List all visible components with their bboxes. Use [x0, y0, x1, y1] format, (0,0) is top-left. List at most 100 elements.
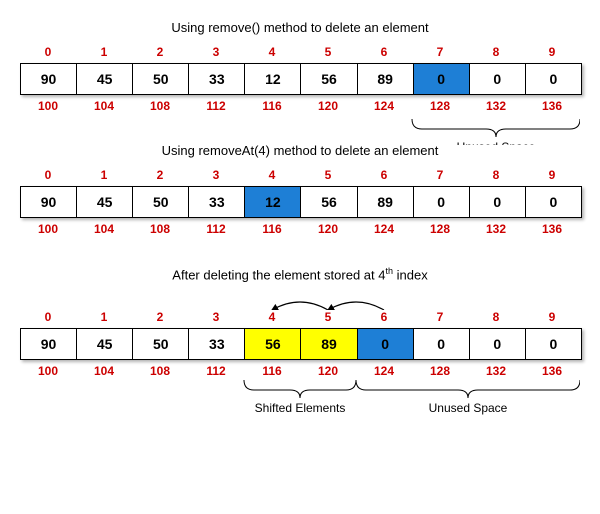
- index-cell: 8: [468, 168, 524, 182]
- overlay-1: Unused Space: [20, 45, 580, 145]
- array-2: 0123456789 90455033125689000 10010410811…: [20, 168, 580, 236]
- index-cell: 4: [244, 45, 300, 59]
- addr-cell: 132: [468, 99, 524, 113]
- addr-cell: 136: [524, 364, 580, 378]
- value-row-1: 90455033125689000: [20, 63, 582, 95]
- addr-cell: 136: [524, 222, 580, 236]
- section-after: After deleting the element stored at 4th…: [10, 266, 590, 378]
- index-cell: 0: [20, 310, 76, 324]
- array-cell: 56: [301, 64, 357, 94]
- array-cell: 50: [133, 64, 189, 94]
- title-2: Using removeAt(4) method to delete an el…: [10, 143, 590, 158]
- addr-cell: 104: [76, 364, 132, 378]
- value-row-3: 9045503356890000: [20, 328, 582, 360]
- svg-text:Unused Space: Unused Space: [429, 401, 508, 415]
- addr-cell: 108: [132, 99, 188, 113]
- array-cell: 90: [21, 64, 77, 94]
- addr-cell: 120: [300, 222, 356, 236]
- addr-cell: 116: [244, 364, 300, 378]
- addr-cell: 116: [244, 222, 300, 236]
- index-cell: 2: [132, 45, 188, 59]
- index-cell: 7: [412, 45, 468, 59]
- array-cell: 45: [77, 187, 133, 217]
- addr-cell: 108: [132, 222, 188, 236]
- addr-cell: 112: [188, 364, 244, 378]
- array-cell: 0: [414, 329, 470, 359]
- array-cell: 0: [470, 187, 526, 217]
- array-cell: 0: [526, 187, 581, 217]
- index-row-3: 0123456789: [20, 310, 580, 324]
- index-cell: 7: [412, 168, 468, 182]
- array-cell: 33: [189, 329, 245, 359]
- addr-row-1: 100104108112116120124128132136: [20, 99, 580, 113]
- index-row-2: 0123456789: [20, 168, 580, 182]
- addr-cell: 104: [76, 222, 132, 236]
- index-cell: 4: [244, 168, 300, 182]
- array-cell: 56: [301, 187, 357, 217]
- array-cell: 33: [189, 187, 245, 217]
- index-cell: 3: [188, 45, 244, 59]
- array-cell: 90: [21, 329, 77, 359]
- index-cell: 5: [300, 45, 356, 59]
- addr-cell: 124: [356, 222, 412, 236]
- array-3: 0123456789 9045503356890000 100104108112…: [20, 292, 580, 378]
- addr-cell: 112: [188, 222, 244, 236]
- svg-text:Shifted Elements: Shifted Elements: [255, 401, 346, 415]
- index-cell: 5: [300, 168, 356, 182]
- array-cell: 12: [245, 187, 301, 217]
- array-cell: 12: [245, 64, 301, 94]
- array-cell: 50: [133, 187, 189, 217]
- array-cell: 90: [21, 187, 77, 217]
- index-cell: 1: [76, 310, 132, 324]
- index-row-1: 0123456789: [20, 45, 580, 59]
- index-cell: 6: [356, 168, 412, 182]
- array-cell: 0: [414, 187, 470, 217]
- index-cell: 6: [356, 45, 412, 59]
- addr-cell: 124: [356, 364, 412, 378]
- array-cell: 45: [77, 64, 133, 94]
- addr-cell: 112: [188, 99, 244, 113]
- title-3: After deleting the element stored at 4th…: [10, 266, 590, 282]
- title-1: Using remove() method to delete an eleme…: [10, 20, 590, 35]
- array-cell: 89: [358, 187, 414, 217]
- addr-cell: 120: [300, 364, 356, 378]
- index-cell: 4: [244, 310, 300, 324]
- addr-cell: 100: [20, 99, 76, 113]
- array-cell: 0: [526, 329, 581, 359]
- index-cell: 8: [468, 45, 524, 59]
- addr-cell: 128: [412, 364, 468, 378]
- array-cell: 0: [526, 64, 581, 94]
- addr-cell: 132: [468, 364, 524, 378]
- array-cell: 0: [414, 64, 470, 94]
- array-cell: 0: [470, 329, 526, 359]
- index-cell: 2: [132, 168, 188, 182]
- addr-cell: 136: [524, 99, 580, 113]
- array-cell: 56: [245, 329, 301, 359]
- array-cell: 45: [77, 329, 133, 359]
- array-cell: 50: [133, 329, 189, 359]
- array-cell: 0: [470, 64, 526, 94]
- index-cell: 7: [412, 310, 468, 324]
- index-cell: 9: [524, 310, 580, 324]
- section-removeat: Using removeAt(4) method to delete an el…: [10, 143, 590, 236]
- addr-cell: 128: [412, 222, 468, 236]
- section-remove: Using remove() method to delete an eleme…: [10, 20, 590, 113]
- array-cell: 33: [189, 64, 245, 94]
- index-cell: 3: [188, 168, 244, 182]
- index-cell: 1: [76, 45, 132, 59]
- addr-cell: 128: [412, 99, 468, 113]
- value-row-2: 90455033125689000: [20, 186, 582, 218]
- index-cell: 0: [20, 168, 76, 182]
- index-cell: 3: [188, 310, 244, 324]
- addr-row-3: 100104108112116120124128132136: [20, 364, 580, 378]
- addr-cell: 120: [300, 99, 356, 113]
- array-cell: 89: [301, 329, 357, 359]
- addr-cell: 104: [76, 99, 132, 113]
- addr-cell: 100: [20, 222, 76, 236]
- index-cell: 9: [524, 168, 580, 182]
- index-cell: 0: [20, 45, 76, 59]
- array-cell: 89: [358, 64, 414, 94]
- index-cell: 9: [524, 45, 580, 59]
- overlay-3-top: [20, 292, 580, 310]
- index-cell: 8: [468, 310, 524, 324]
